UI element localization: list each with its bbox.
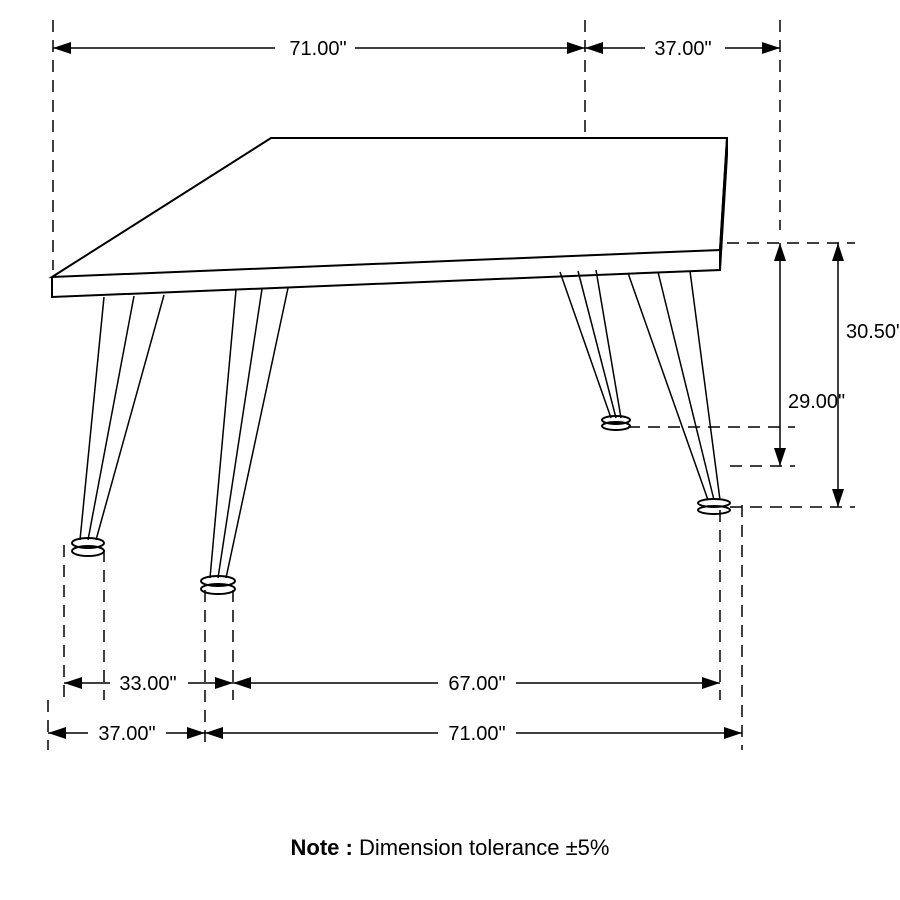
dim-top-right: 37.00" xyxy=(654,38,711,60)
arrow xyxy=(585,42,603,54)
tolerance-note: Note : Dimension tolerance ±5% xyxy=(291,835,610,860)
leg-back-right xyxy=(560,270,630,430)
arrow xyxy=(233,677,251,689)
dim-bottom-lower-left: 37.00" xyxy=(98,723,155,745)
dim-bottom-upper-left: 33.00" xyxy=(119,673,176,695)
arrow xyxy=(762,42,780,54)
table-right-edge xyxy=(720,138,727,270)
arrow xyxy=(567,42,585,54)
note-body: Dimension tolerance ±5% xyxy=(359,835,610,860)
arrow xyxy=(832,243,844,261)
leg-front-left xyxy=(201,288,288,594)
arrow xyxy=(702,677,720,689)
arrow xyxy=(774,243,786,261)
arrow xyxy=(205,727,223,739)
dim-right-inner: 29.00" xyxy=(788,391,845,413)
dim-right-outer: 30.50" xyxy=(846,321,900,343)
arrow xyxy=(832,489,844,507)
arrow xyxy=(724,727,742,739)
leg-front-right xyxy=(628,271,730,514)
arrow xyxy=(53,42,71,54)
leg-back-left xyxy=(72,295,164,556)
arrow xyxy=(774,448,786,466)
arrow xyxy=(215,677,233,689)
table-top-face xyxy=(52,138,727,277)
dim-top-left: 71.00" xyxy=(289,38,346,60)
arrow xyxy=(64,677,82,689)
dim-bottom-lower-right: 71.00" xyxy=(448,723,505,745)
note-label: Note : xyxy=(291,835,359,860)
arrow xyxy=(48,727,66,739)
arrow xyxy=(187,727,205,739)
dim-bottom-upper-right: 67.00" xyxy=(448,673,505,695)
dimension-drawing: 71.00" 37.00" xyxy=(0,0,900,900)
